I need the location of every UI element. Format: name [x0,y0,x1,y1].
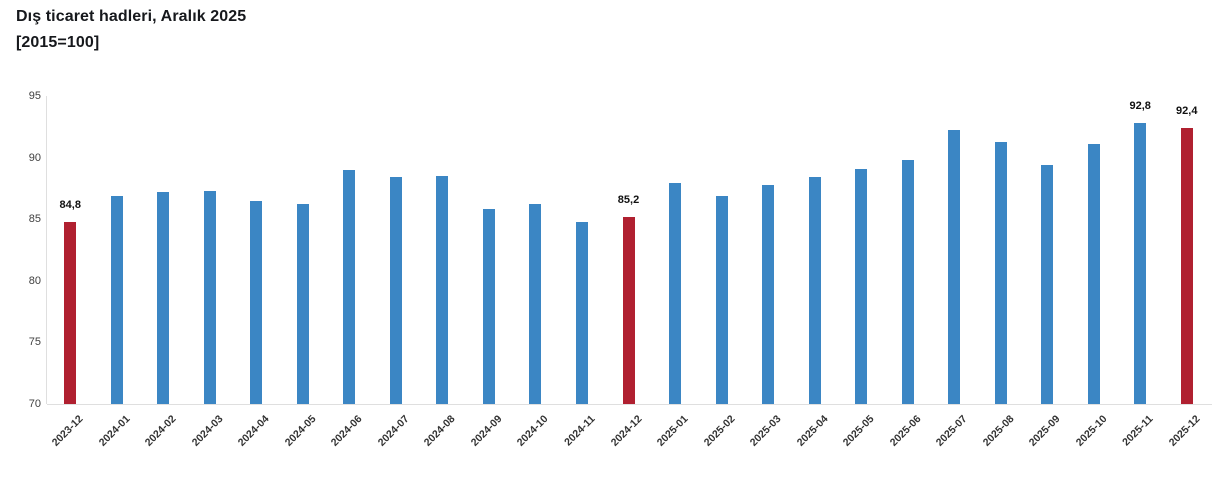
bar-2024-11[interactable] [575,221,588,404]
bar-2025-07[interactable] [948,130,961,404]
y-axis-tick-label-75: 75 [28,336,41,349]
x-axis-tick-label-2024-06: 2024-06 [329,413,365,449]
x-axis-tick-label-2025-08: 2025-08 [980,413,1017,449]
bar-2024-06[interactable] [343,169,356,404]
bar-2025-05[interactable] [855,168,868,404]
chart-title: Dış ticaret hadleri, Aralık 2025 [16,8,247,25]
x-axis-tick-label-2024-03: 2024-03 [189,413,226,449]
bar-2024-03[interactable] [203,190,216,404]
value-label-2024-12: 85,2 [617,193,640,206]
bar-2024-12[interactable] [622,216,635,404]
y-axis-line [46,96,47,404]
x-axis-tick-label-2025-05: 2025-05 [840,413,877,449]
bar-2024-09[interactable] [482,209,495,404]
bar-2024-02[interactable] [157,192,170,404]
y-axis-tick-label-80: 80 [28,274,41,287]
bar-2023-12[interactable] [64,221,77,404]
bar-2025-06[interactable] [901,160,914,404]
x-axis-tick-label-2023-12: 2023-12 [49,413,86,449]
bar-2025-02[interactable] [715,195,728,404]
y-axis-tick-label-70: 70 [28,398,41,410]
x-axis-tick-label-2024-09: 2024-09 [468,413,505,449]
value-label-2025-11: 92,8 [1129,100,1151,113]
x-axis-tick-label-2025-03: 2025-03 [747,413,784,449]
x-axis-line [47,404,1212,405]
x-axis-tick-label-2024-04: 2024-04 [236,413,272,449]
chart-subtitle: [2015=100] [16,34,100,51]
x-axis-tick-label-2025-01: 2025-01 [654,413,691,449]
bar-2025-03[interactable] [762,184,775,404]
x-axis-tick-label-2025-04: 2025-04 [794,413,831,449]
bar-2025-11[interactable] [1134,123,1147,404]
x-axis-tick-label-2024-02: 2024-02 [143,413,179,449]
y-axis-tick-label-90: 90 [28,151,41,164]
x-axis-tick-label-2024-08: 2024-08 [422,413,458,449]
x-axis-tick-label-2025-02: 2025-02 [701,413,738,449]
bar-2025-09[interactable] [1041,164,1054,404]
value-label-2025-12: 92,4 [1176,105,1198,118]
bar-2024-04[interactable] [250,200,263,404]
y-axis-tick-label-95: 95 [28,90,41,102]
bar-2025-10[interactable] [1087,144,1100,404]
y-axis-tick-label-85: 85 [28,213,41,226]
bar-2024-08[interactable] [436,176,449,404]
x-axis-tick-label-2024-07: 2024-07 [375,413,412,449]
x-axis-tick-label-2024-05: 2024-05 [282,413,319,449]
x-axis-tick-label-2025-10: 2025-10 [1073,413,1110,449]
bar-2024-05[interactable] [296,204,309,404]
x-axis-tick-label-2024-10: 2024-10 [515,413,551,449]
bar-2025-08[interactable] [994,141,1007,404]
bar-2025-04[interactable] [808,177,821,404]
bar-2025-01[interactable] [669,183,682,404]
x-axis-tick-label-2025-07: 2025-07 [933,413,970,449]
bar-2024-10[interactable] [529,204,542,404]
x-axis-tick-label-2025-11: 2025-11 [1120,413,1156,449]
x-axis-tick-label-2024-01: 2024-01 [96,413,133,449]
bar-2025-12[interactable] [1180,128,1193,404]
bar-2024-07[interactable] [389,177,402,404]
bar-2024-01[interactable] [110,195,123,404]
value-label-2023-12: 84,8 [59,198,81,211]
x-axis-tick-label-2025-09: 2025-09 [1026,413,1063,449]
x-axis-tick-label-2025-06: 2025-06 [887,413,924,449]
x-axis-tick-label-2025-12: 2025-12 [1166,413,1203,449]
x-axis-tick-label-2024-11: 2024-11 [562,413,598,449]
x-axis-tick-label-2024-12: 2024-12 [608,413,644,449]
